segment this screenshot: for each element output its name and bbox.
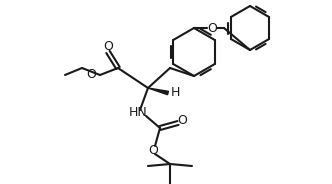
Text: H: H: [170, 86, 180, 100]
Text: O: O: [207, 22, 217, 35]
Text: O: O: [148, 144, 158, 158]
Polygon shape: [148, 88, 168, 95]
Text: HN: HN: [128, 107, 147, 119]
Text: O: O: [86, 68, 96, 82]
Text: O: O: [103, 40, 113, 54]
Text: O: O: [177, 114, 187, 128]
